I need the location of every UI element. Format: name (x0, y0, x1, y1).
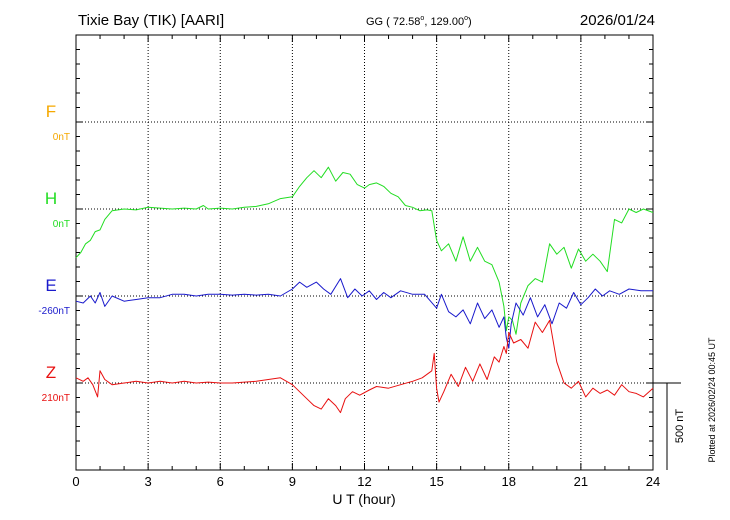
x-tick-label: 6 (217, 474, 224, 489)
x-axis-label: U T (hour) (332, 491, 395, 507)
series-traces (75, 166, 654, 414)
coordinates-mid: , 129.00 (424, 16, 464, 28)
series-baseline-z: 210nT (42, 393, 70, 404)
series-baseline-f: 0nT (53, 132, 70, 143)
x-tick-label: 12 (357, 474, 371, 489)
station-title: Tixie Bay (TIK) [AARI] (78, 12, 224, 29)
x-tick-label: 9 (289, 474, 296, 489)
coordinates-label: GG ( 72.58o, 129.00o) (366, 15, 472, 28)
x-tick-label: 18 (502, 474, 516, 489)
series-name-e: E (45, 276, 56, 295)
coordinates-prefix: GG ( 72.58 (366, 16, 420, 28)
x-tick-label: 3 (145, 474, 152, 489)
series-labels: F 0nT H 0nT E -260nT Z 210nT (38, 102, 70, 404)
series-baseline-e: -260nT (38, 306, 70, 317)
axis-ticks (75, 35, 654, 470)
coordinates-suffix: ) (468, 16, 472, 28)
scale-bar-label: 500 nT (674, 409, 686, 444)
grid-lines (76, 35, 653, 470)
scale-bar: 500 nT (653, 382, 686, 470)
series-name-h: H (45, 189, 57, 208)
series-name-z: Z (46, 363, 56, 382)
series-line-h (75, 166, 654, 335)
series-baseline-h: 0nT (53, 219, 70, 230)
date-label: 2026/01/24 (580, 12, 655, 29)
x-tick-label: 0 (72, 474, 79, 489)
x-tick-label: 21 (574, 474, 588, 489)
x-tick-label: 24 (646, 474, 660, 489)
series-line-e (75, 278, 653, 349)
plotted-timestamp: Plotted at 2026/02/24 00:45 UT (707, 337, 717, 463)
degree-mark-1: o (420, 15, 424, 22)
degree-mark-2: o (464, 15, 468, 22)
series-name-f: F (46, 102, 56, 121)
x-tick-labels: 0 3 6 9 12 15 18 21 24 (72, 474, 660, 489)
series-line-z (75, 319, 654, 414)
x-tick-label: 15 (429, 474, 443, 489)
